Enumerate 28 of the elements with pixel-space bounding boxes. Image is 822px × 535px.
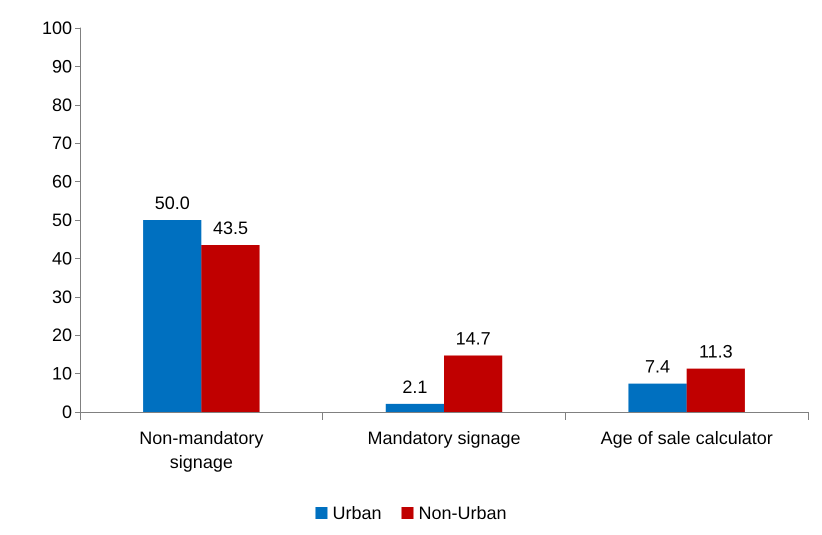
legend-label: Non-Urban: [418, 503, 507, 523]
bar: [444, 356, 502, 412]
y-tick-label: 100: [42, 18, 72, 38]
bar: [628, 384, 687, 412]
bar: [686, 368, 745, 412]
y-tick-label: 30: [52, 286, 72, 307]
legend-label: Urban: [332, 503, 382, 523]
data-label: 11.3: [698, 342, 733, 362]
x-tick-label: Non-mandatory signage: [139, 428, 264, 472]
y-tick-label: 60: [52, 172, 72, 192]
y-tick-label: 70: [52, 133, 72, 154]
y-tick-label: 90: [52, 56, 72, 76]
data-label: 43.5: [212, 218, 248, 238]
data-label: 7.4: [645, 356, 670, 377]
y-tick-label: 20: [52, 325, 72, 346]
x-tick-label: Age of sale calculator: [600, 428, 773, 448]
data-label: 14.7: [456, 328, 491, 349]
y-tick-label: 40: [52, 248, 72, 268]
bar: [143, 220, 202, 412]
y-tick-label: 0: [62, 402, 72, 422]
y-tick-label: 10: [52, 364, 72, 384]
bar: [201, 244, 260, 412]
x-tick-label: Mandatory signage: [367, 428, 521, 448]
y-tick-label: 80: [52, 94, 72, 115]
data-label: 50.0: [154, 193, 190, 213]
y-tick-label: 50: [52, 210, 72, 230]
data-label: 2.1: [402, 376, 428, 397]
bar: [386, 404, 444, 412]
